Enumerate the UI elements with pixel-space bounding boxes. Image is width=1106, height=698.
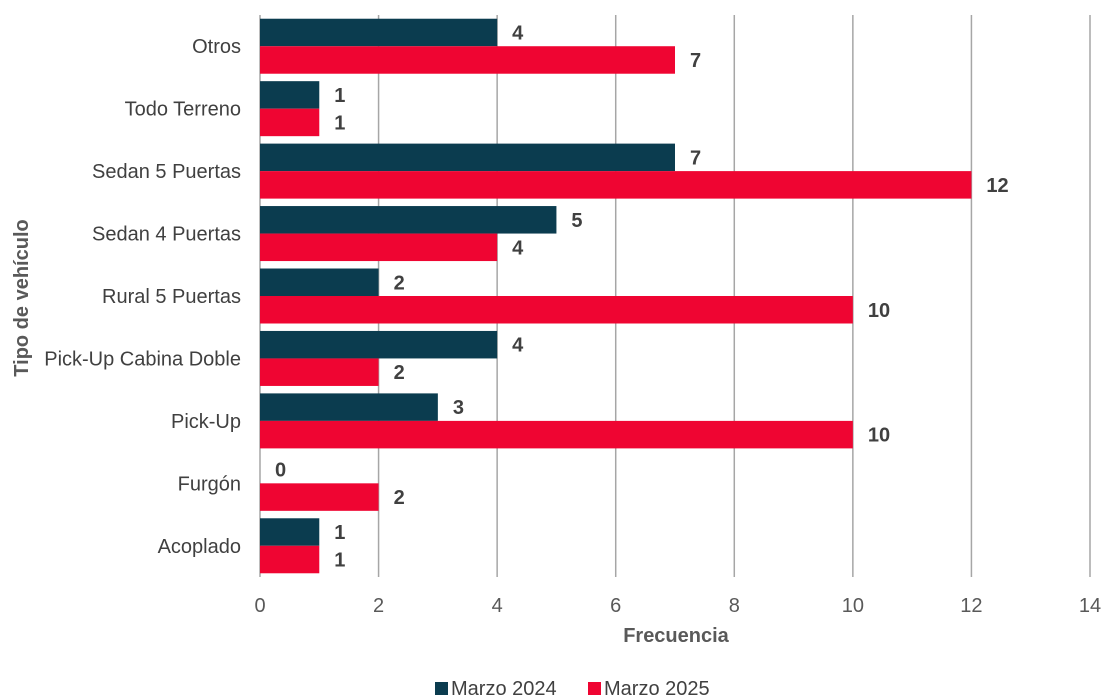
category-label: Pick-Up Cabina Doble bbox=[44, 348, 241, 370]
data-label: 7 bbox=[690, 147, 701, 169]
bar-marzo-2025 bbox=[260, 171, 972, 199]
bar-marzo-2024 bbox=[260, 18, 498, 47]
category-label: Sedan 5 Puertas bbox=[92, 161, 241, 183]
data-label: 3 bbox=[453, 397, 464, 419]
legend-label: Marzo 2025 bbox=[604, 678, 710, 698]
category-label: Pick-Up bbox=[171, 411, 241, 433]
legend-swatch bbox=[435, 682, 448, 695]
data-label: 4 bbox=[512, 22, 524, 44]
category-label: Rural 5 Puertas bbox=[102, 286, 241, 308]
data-label: 1 bbox=[334, 85, 345, 107]
data-label: 0 bbox=[275, 460, 286, 482]
data-label: 4 bbox=[512, 335, 524, 357]
bar-marzo-2025 bbox=[260, 233, 498, 262]
bar-marzo-2024 bbox=[260, 81, 320, 109]
x-tick-label: 12 bbox=[960, 595, 982, 617]
data-label: 2 bbox=[394, 362, 405, 384]
x-tick-label: 8 bbox=[729, 595, 740, 617]
data-label: 1 bbox=[334, 112, 345, 134]
data-label: 1 bbox=[334, 522, 345, 544]
category-label: Todo Terreno bbox=[125, 99, 241, 121]
bar-marzo-2025 bbox=[260, 545, 320, 574]
x-axis-title: Frecuencia bbox=[623, 625, 729, 647]
x-tick-label: 4 bbox=[492, 595, 503, 617]
bars bbox=[260, 18, 972, 574]
category-labels: Acoplado Furgón Pick-Up Pick-Up Cabina Dobl… bbox=[44, 36, 241, 558]
bar-marzo-2025 bbox=[260, 296, 853, 324]
category-label: Sedan 4 Puertas bbox=[92, 224, 241, 246]
data-label: 2 bbox=[394, 272, 405, 294]
x-tick-label: 14 bbox=[1079, 595, 1101, 617]
legend-label: Marzo 2024 bbox=[451, 678, 557, 698]
bar-marzo-2025 bbox=[260, 46, 675, 74]
bar-marzo-2024 bbox=[260, 268, 379, 296]
bar-marzo-2024 bbox=[260, 330, 498, 359]
bar-marzo-2025 bbox=[260, 483, 379, 511]
bar-marzo-2024 bbox=[260, 206, 557, 234]
category-label: Otros bbox=[192, 36, 241, 58]
x-tick-label: 2 bbox=[373, 595, 384, 617]
bar-marzo-2024 bbox=[260, 143, 675, 172]
bar-marzo-2024 bbox=[260, 518, 320, 546]
x-tick-label: 10 bbox=[842, 595, 864, 617]
x-tick-label: 6 bbox=[610, 595, 621, 617]
data-label: 12 bbox=[986, 175, 1008, 197]
bar-marzo-2024 bbox=[260, 393, 438, 421]
data-label: 4 bbox=[512, 237, 524, 259]
bar-marzo-2025 bbox=[260, 420, 853, 449]
x-tick-label: 0 bbox=[254, 595, 265, 617]
bar-marzo-2025 bbox=[260, 108, 320, 137]
data-label: 7 bbox=[690, 50, 701, 72]
category-label: Acoplado bbox=[158, 536, 241, 558]
data-label: 5 bbox=[571, 210, 582, 232]
y-axis-title: Tipo de vehículo bbox=[11, 219, 33, 376]
legend: Marzo 2024 Marzo 2025 bbox=[435, 678, 710, 698]
bar-marzo-2025 bbox=[260, 358, 379, 386]
x-axis-ticks: 0 2 4 6 8 10 12 14 bbox=[254, 595, 1101, 617]
legend-swatch bbox=[588, 682, 601, 695]
data-label: 10 bbox=[868, 425, 890, 447]
data-label: 2 bbox=[394, 487, 405, 509]
data-label: 1 bbox=[334, 550, 345, 572]
category-label: Furgón bbox=[178, 473, 241, 495]
data-label: 10 bbox=[868, 300, 890, 322]
